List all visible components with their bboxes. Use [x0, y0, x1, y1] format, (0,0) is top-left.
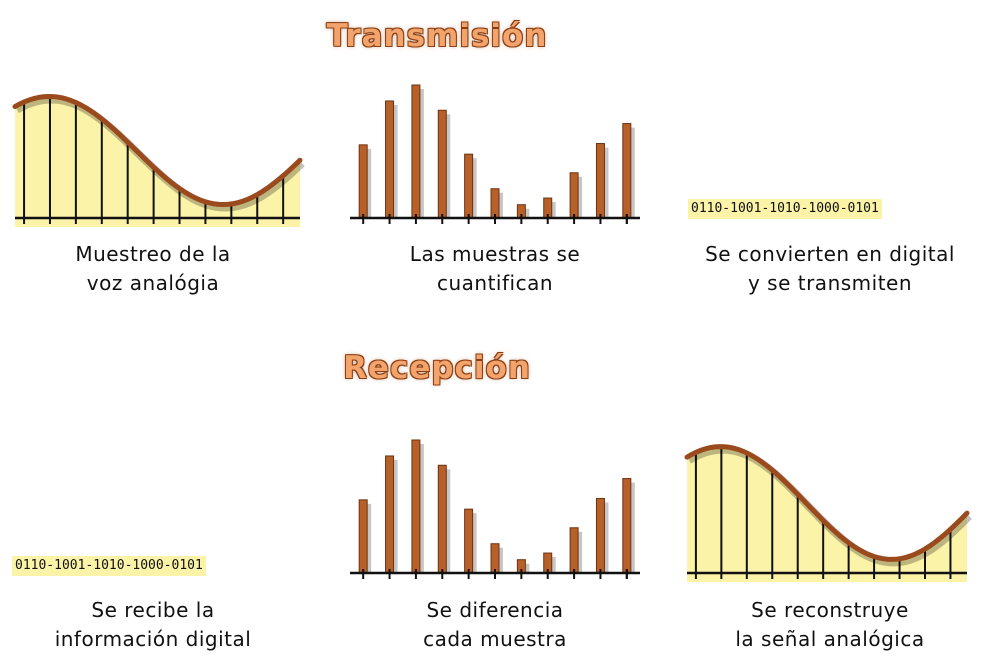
binary-code-receive: 0110-1001-1010-1000-0101: [12, 556, 206, 576]
sample-bar: [595, 498, 605, 574]
caption-line: Se diferencia: [426, 598, 564, 622]
caption-line: Se recibe la: [91, 598, 215, 622]
differentiated-bars-graph: [345, 430, 645, 590]
caption-line: información digital: [54, 627, 252, 651]
caption-line: la señal analógica: [735, 627, 925, 651]
caption-line: voz analógia: [86, 271, 220, 295]
bars-svg: [350, 84, 640, 224]
sample-bar: [569, 172, 579, 219]
sample-bar: [411, 439, 421, 574]
wave-curve: [12, 93, 303, 208]
sample-bar: [385, 455, 395, 574]
caption-line: Se convierten en digital: [705, 242, 955, 266]
quantized-bars-graph: [345, 75, 645, 235]
caption-line: Muestreo de la: [75, 242, 231, 266]
caption-line: y se transmiten: [747, 271, 913, 295]
sample-bar: [622, 478, 632, 574]
sample-bar: [622, 123, 632, 219]
sample-bar: [569, 527, 579, 574]
bars-svg: [350, 439, 640, 579]
sample-bar: [358, 144, 368, 219]
wave-curve: [684, 444, 970, 562]
analog-wave-svg: [12, 75, 305, 227]
caption-line: cada muestra: [423, 627, 567, 651]
caption-quantize: Las muestras se cuantifican: [345, 240, 645, 298]
binary-code-transmit: 0110-1001-1010-1000-0101: [688, 199, 882, 219]
caption-receive: Se recibe la información digital: [3, 596, 303, 654]
sample-bar: [490, 188, 500, 219]
caption-line: Se reconstruye: [751, 598, 909, 622]
sample-bar: [437, 464, 447, 574]
analog-wave-svg: [684, 425, 972, 582]
caption-convert: Se convierten en digital y se transmiten: [680, 240, 980, 298]
caption-reconstruct: Se reconstruye la señal analógica: [680, 596, 980, 654]
analog-sampling-graph: [10, 75, 305, 235]
sample-bar: [358, 499, 368, 574]
caption-line: cuantifican: [436, 271, 554, 295]
sample-bar: [385, 100, 395, 219]
sample-bar: [437, 109, 447, 219]
reconstructed-wave-graph: [682, 425, 972, 590]
sample-bar: [464, 508, 474, 574]
caption-line: Las muestras se: [409, 242, 581, 266]
caption-sampling: Muestreo de la voz analógia: [3, 240, 303, 298]
sample-bar: [411, 84, 421, 219]
sample-bar: [595, 143, 605, 219]
sample-bar: [464, 153, 474, 219]
sample-bar: [490, 543, 500, 574]
caption-differentiate: Se diferencia cada muestra: [345, 596, 645, 654]
reception-title: Recepción: [343, 350, 531, 386]
transmission-title: Transmisión: [326, 18, 548, 54]
